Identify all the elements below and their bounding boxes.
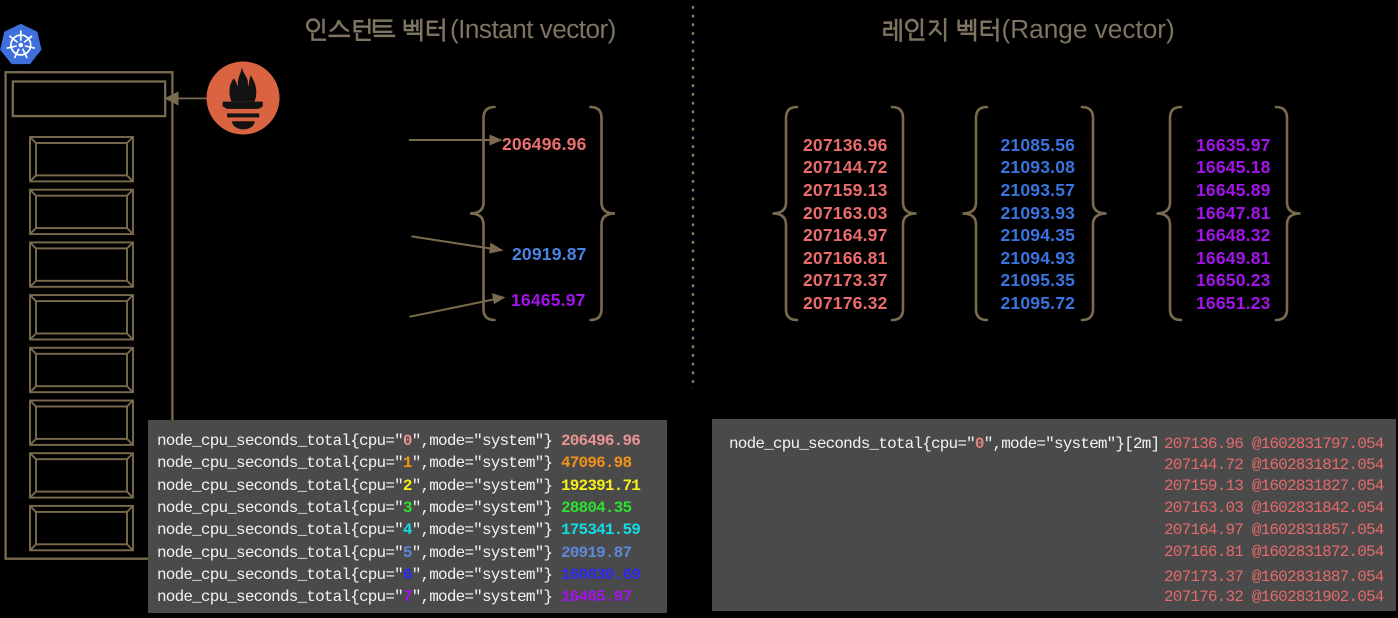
svg-text:(Range vector): (Range vector) [1002,14,1175,44]
svg-text:(Instant vector): (Instant vector) [450,14,616,44]
